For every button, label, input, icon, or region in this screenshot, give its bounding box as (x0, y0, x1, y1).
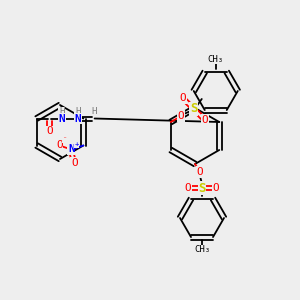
Text: O: O (56, 140, 63, 151)
Text: O: O (71, 158, 78, 167)
Text: O: O (196, 167, 203, 177)
Text: S: S (190, 103, 197, 116)
Text: O: O (201, 115, 208, 125)
Text: N: N (74, 113, 81, 124)
Text: +: + (74, 142, 79, 148)
Text: H: H (91, 107, 96, 116)
Text: O: O (177, 111, 184, 121)
Text: S: S (198, 182, 206, 194)
Text: O: O (184, 183, 191, 193)
Text: H: H (59, 107, 64, 116)
Text: O: O (213, 183, 219, 193)
Text: O: O (179, 93, 186, 103)
Text: O: O (46, 127, 53, 136)
Text: CH₃: CH₃ (194, 245, 210, 254)
Text: ⁻: ⁻ (62, 136, 67, 142)
Text: CH₃: CH₃ (208, 55, 224, 64)
Text: N: N (58, 113, 65, 124)
Text: H: H (75, 107, 80, 116)
Text: N: N (68, 145, 75, 154)
